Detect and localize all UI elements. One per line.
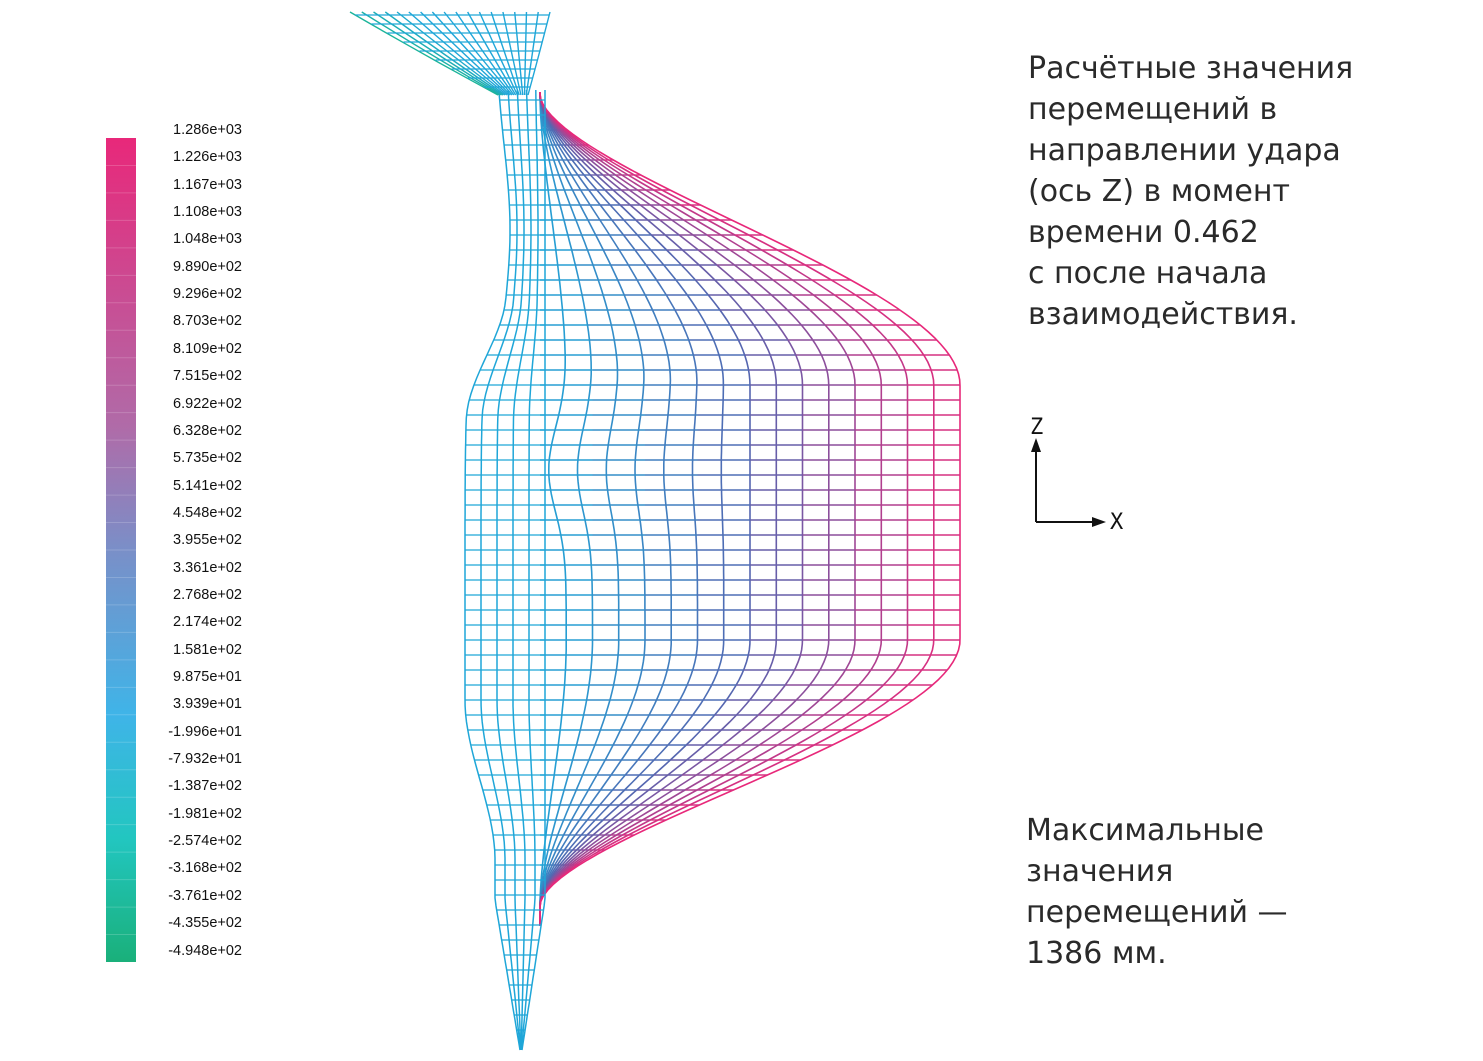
legend-tick-label: 1.167e+03 xyxy=(173,176,242,193)
mesh-longitudinal-line xyxy=(539,91,935,926)
legend-tick-label: 4.548e+02 xyxy=(173,504,242,521)
legend-tick-label: -1.996e+01 xyxy=(168,723,242,740)
legend-tick-label: 9.875e+01 xyxy=(173,669,242,685)
mesh-longitudinal-line xyxy=(539,91,830,926)
legend-tick-label: 2.768e+02 xyxy=(173,586,242,603)
mesh-neck-line xyxy=(373,11,502,96)
caption-line: Максимальные xyxy=(1026,813,1265,848)
caption-line: с после начала xyxy=(1028,256,1268,291)
mesh-longitudinal-line xyxy=(539,91,961,926)
mesh-longitudinal-line xyxy=(539,91,804,926)
mesh-neck-line xyxy=(349,11,499,96)
mesh-longitudinal-line xyxy=(539,91,725,926)
mesh-neck-line xyxy=(361,11,501,96)
mesh-longitudinal-line xyxy=(539,91,909,926)
mesh-longitudinal-line xyxy=(539,91,856,926)
mesh-neck-line xyxy=(527,11,551,96)
caption-line: взаимодействия. xyxy=(1028,297,1298,332)
legend-tick-label: 1.226e+03 xyxy=(173,149,242,166)
color-scale-bar xyxy=(106,138,136,962)
mesh-column-line xyxy=(464,89,521,1051)
legend-tick-label: -4.355e+02 xyxy=(168,915,242,932)
legend-tick-label: 7.515e+02 xyxy=(173,368,242,385)
mesh-neck-line xyxy=(408,11,508,96)
x-axis-label: X xyxy=(1110,510,1124,535)
mesh-longitudinal-line xyxy=(539,91,778,926)
caption-line: времени 0.462 xyxy=(1028,215,1259,250)
mesh-longitudinal-line xyxy=(539,91,646,926)
axis-triad: Z X xyxy=(1030,415,1124,535)
legend-tick-label: 3.939e+01 xyxy=(173,696,242,713)
legend-tick-label: 1.048e+03 xyxy=(173,231,242,248)
caption-line: 1386 мм. xyxy=(1026,936,1167,971)
mesh-longitudinal-line xyxy=(539,91,751,926)
z-axis-label: Z xyxy=(1030,415,1043,440)
caption-line: направлении удара xyxy=(1028,133,1341,168)
legend-tick-label: 3.955e+02 xyxy=(173,532,242,549)
legend-tick-label: 2.174e+02 xyxy=(173,614,242,631)
legend-tick-label: -3.761e+02 xyxy=(168,887,242,904)
legend-tick-label: -7.932e+01 xyxy=(168,751,242,768)
legend-tick-label: 6.922e+02 xyxy=(173,395,242,412)
caption-line: (ось Z) в момент xyxy=(1028,174,1290,209)
mesh-longitudinal-line xyxy=(539,91,594,926)
caption-line: Расчётные значения xyxy=(1028,51,1354,86)
z-arrow-icon xyxy=(1031,438,1041,452)
caption-description: Расчётные значения перемещений в направл… xyxy=(1028,48,1353,335)
mesh-longitudinal-line xyxy=(539,92,567,926)
legend-tick-label: -1.981e+02 xyxy=(168,805,242,822)
legend-tick-label: 3.361e+02 xyxy=(173,559,242,576)
legend-tick-label: -2.574e+02 xyxy=(168,833,242,850)
mesh-longitudinal-line xyxy=(539,91,620,926)
caption-line: значения xyxy=(1026,854,1174,889)
legend-tick-label: 1.581e+02 xyxy=(173,641,242,658)
color-scale-labels: 1.286e+03 1.226e+03 1.167e+03 1.108e+03 1.04… xyxy=(146,120,256,968)
legend-tick-label: 1.108e+03 xyxy=(173,204,242,221)
legend-tick-label: 5.141e+02 xyxy=(173,477,242,494)
legend-tick-label: 9.296e+02 xyxy=(173,286,242,303)
x-arrow-icon xyxy=(1092,517,1106,527)
caption-line: перемещений в xyxy=(1028,92,1278,127)
mesh-neck-line xyxy=(396,11,506,96)
mesh-longitudinal-line xyxy=(539,91,699,926)
legend-tick-label: 8.703e+02 xyxy=(173,313,242,330)
deformed-mesh-wireframe xyxy=(349,11,961,1051)
legend-tick-label: 8.109e+02 xyxy=(173,340,242,357)
legend-tick-label: 6.328e+02 xyxy=(173,422,242,439)
caption-line: перемещений — xyxy=(1026,895,1288,930)
mesh-neck-line xyxy=(384,11,504,96)
legend-tick-label: -4.948e+02 xyxy=(168,942,242,959)
legend-tick-label: -1.387e+02 xyxy=(168,778,242,795)
legend-tick-label: -3.168e+02 xyxy=(168,860,242,877)
legend-tick-label: 1.286e+03 xyxy=(173,122,242,138)
legend-tick-label: 9.890e+02 xyxy=(173,258,242,275)
caption-maximum: Максимальные значения перемещений — 1386… xyxy=(1026,810,1288,974)
legend-tick-label: 5.735e+02 xyxy=(173,450,242,467)
mesh-longitudinal-line xyxy=(539,91,883,926)
mesh-longitudinal-line xyxy=(539,91,672,926)
